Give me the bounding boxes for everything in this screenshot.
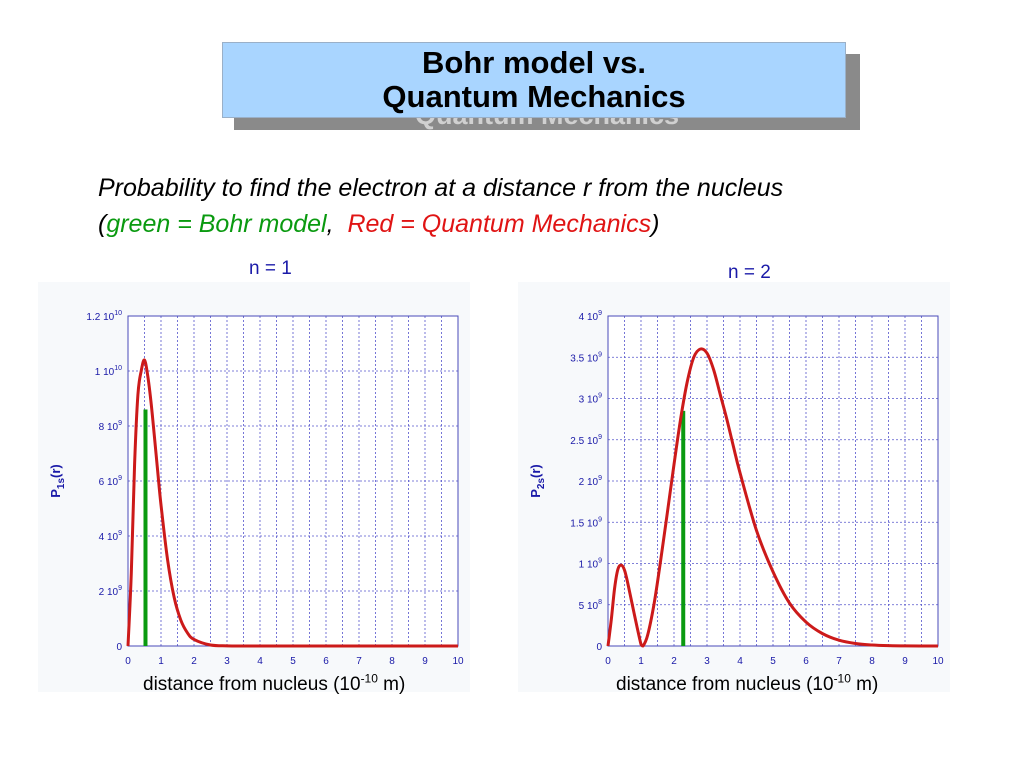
plot-frame [607,315,939,647]
quantum-mechanics-curve [126,358,459,648]
x-tick-label: 5 [290,656,296,667]
x-tick-label: 6 [803,656,809,667]
x-tick-label: 9 [422,656,428,667]
x-tick-label: 8 [869,656,875,667]
xlabel-unit: m) [850,674,879,695]
y-tick-label: 2 109 [579,475,602,488]
x-tick-label: 1 [638,656,644,667]
x-tick-label: 7 [356,656,362,667]
y-tick-label: 6 109 [99,475,122,488]
x-tick-label: 0 [125,656,131,667]
y-axis-label: P1s(r) [48,464,67,498]
y-tick-label: 3 109 [579,393,602,406]
subtitle: Probability to find the electron at a di… [98,170,998,242]
chart-1-xlabel: distance from nucleus (10-10 m) [143,671,406,696]
y-tick-label: 0 [596,642,602,653]
x-tick-label: 1 [158,656,164,667]
x-tick-label: 2 [191,656,197,667]
chart-1-title: n = 1 [249,258,292,279]
chart-1: 0 1 2 3 4 5 6 7 8 9 10 0 2 109 4 109 6 109 8 109 1 1010 1… [48,310,464,667]
x-tick-label: 6 [323,656,329,667]
title-line-1: Bohr model vs. [422,45,646,80]
legend-bohr: green = Bohr model [106,210,327,238]
y-tick-label: 2.5 109 [570,434,602,447]
x-tick-label: 4 [257,656,263,667]
paren-close: ) [651,210,660,238]
paren-open: ( [98,210,107,238]
xlabel-unit: m) [377,674,406,695]
xlabel-exponent: -10 [833,671,851,686]
y-tick-label: 0 [116,642,122,653]
xlabel-text: distance from nucleus (10 [616,674,834,695]
x-tick-label: 7 [836,656,842,667]
x-tick-label: 10 [932,656,944,667]
y-axis-label: P2s(r) [528,464,547,498]
xlabel-text: distance from nucleus (10 [143,674,361,695]
x-tick-label: 2 [671,656,677,667]
quantum-mechanics-curve [606,347,939,648]
title-box: Bohr model vs. Quantum Mechanics [222,42,846,118]
y-tick-label: 1 1010 [95,365,122,378]
y-tick-label: 2 109 [99,585,122,598]
x-tick-label: 3 [704,656,710,667]
x-tick-label: 0 [605,656,611,667]
subtitle-line-2: (green = Bohr model, Red = Quantum Mecha… [98,206,998,242]
chart-2-panel: 0 1 2 3 4 5 6 7 8 9 10 0 5 108 1 109 1.5 109 2 109 2.5 1… [518,282,950,692]
x-tick-label: 10 [452,656,464,667]
title-line-2: Quantum Mechanics [382,79,686,114]
y-tick-label: 5 108 [579,599,602,612]
y-tick-label: 1.2 1010 [86,310,122,323]
legend-quantum: Red = Quantum Mechanics [347,210,652,238]
y-tick-label: 1.5 109 [570,516,602,529]
chart-1-panel: 0 1 2 3 4 5 6 7 8 9 10 0 2 109 4 109 6 109 8 109 1 1010 1… [38,282,470,692]
x-tick-label: 5 [770,656,776,667]
x-tick-label: 4 [737,656,743,667]
chart-2: 0 1 2 3 4 5 6 7 8 9 10 0 5 108 1 109 1.5 109 2 109 2.5 1… [528,310,944,667]
x-tick-label: 3 [224,656,230,667]
y-tick-label: 1 109 [579,558,602,571]
y-tick-label: 8 109 [99,420,122,433]
xlabel-exponent: -10 [360,671,378,686]
legend-separator: , [326,210,348,238]
chart-2-xlabel: distance from nucleus (10-10 m) [616,671,879,696]
y-tick-label: 4 109 [579,310,602,323]
x-tick-label: 9 [902,656,908,667]
y-tick-label: 3.5 109 [570,351,602,364]
y-tick-label: 4 109 [99,530,122,543]
chart-2-title: n = 2 [728,262,771,283]
x-tick-label: 8 [389,656,395,667]
subtitle-line-1: Probability to find the electron at a di… [98,174,784,202]
